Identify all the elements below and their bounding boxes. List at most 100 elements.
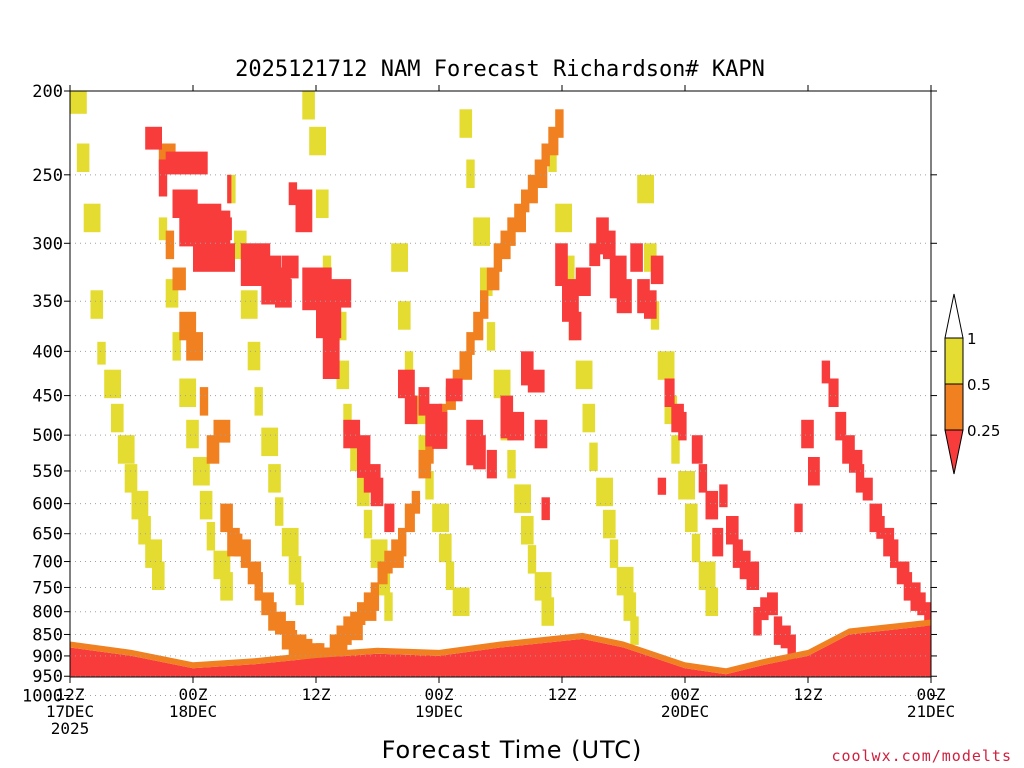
ri-cell-orange bbox=[425, 435, 434, 464]
x-tick-label: 12Z bbox=[794, 685, 823, 704]
ri-cell-orange bbox=[493, 243, 503, 272]
ri-cell-yellow bbox=[104, 369, 121, 399]
ri-cell-yellow bbox=[425, 471, 434, 500]
ri-cell-yellow bbox=[439, 533, 452, 563]
ri-cell-orange bbox=[541, 143, 550, 167]
ri-cell-yellow bbox=[275, 497, 284, 526]
ri-cell-yellow bbox=[336, 360, 350, 390]
ri-cell-yellow bbox=[705, 587, 719, 616]
ri-cell-red bbox=[828, 378, 839, 407]
y-axis: 200 250 300 350 400 450 500 550 600 650 700 750 8008… bbox=[22, 82, 937, 707]
ri-cell-yellow bbox=[541, 597, 555, 626]
ri-cell-red bbox=[555, 243, 568, 286]
legend-label: 0.5 bbox=[967, 376, 991, 394]
ri-cell-orange bbox=[473, 311, 484, 341]
ri-cell-orange bbox=[234, 533, 243, 557]
ri-cell-red bbox=[794, 503, 803, 533]
y-tick-label: 450 bbox=[32, 387, 63, 407]
plot-cells bbox=[70, 91, 931, 685]
ri-cell-yellow bbox=[527, 545, 537, 574]
ri-cell-orange bbox=[172, 267, 186, 291]
y-tick-label: 700 bbox=[32, 553, 63, 573]
ri-cell-orange bbox=[165, 230, 175, 260]
ri-cell-yellow bbox=[671, 435, 680, 464]
y-tick-label: 900 bbox=[32, 647, 63, 667]
ri-cell-yellow bbox=[186, 419, 199, 449]
y-tick-label: 400 bbox=[32, 342, 63, 362]
ri-cell-yellow bbox=[124, 464, 138, 493]
ri-cell-yellow bbox=[97, 341, 106, 365]
ri-cell-orange bbox=[548, 126, 559, 156]
ri-cell-red bbox=[767, 592, 778, 616]
legend-swatch bbox=[944, 383, 964, 431]
ri-cell-red bbox=[473, 435, 486, 470]
ri-cell-yellow bbox=[288, 556, 302, 585]
ri-cell-red bbox=[917, 592, 926, 616]
ri-cell-orange bbox=[254, 572, 263, 601]
ri-cell-orange bbox=[357, 602, 366, 625]
ri-cell-red bbox=[281, 255, 299, 279]
ri-cell-red bbox=[616, 279, 632, 314]
ri-cell-red bbox=[575, 267, 591, 296]
ri-cell-orange bbox=[336, 625, 348, 654]
ri-cell-red bbox=[165, 151, 208, 175]
ri-cell-red bbox=[890, 539, 899, 568]
ri-cell-orange bbox=[521, 189, 530, 213]
x-tick-label: 00Z bbox=[425, 685, 454, 704]
ri-cell-orange bbox=[398, 527, 407, 557]
x-axis-label: Forecast Time (UTC) bbox=[382, 736, 643, 764]
ri-cell-red bbox=[534, 419, 548, 449]
ri-cell-yellow bbox=[575, 360, 593, 390]
ri-cell-red bbox=[213, 210, 231, 268]
ri-cell-red bbox=[910, 582, 921, 611]
ri-cell-yellow bbox=[199, 490, 213, 520]
ri-cell-orange bbox=[534, 159, 548, 188]
ri-cell-red bbox=[903, 572, 913, 601]
ri-cell-yellow bbox=[370, 539, 388, 568]
ri-cell-red bbox=[855, 464, 865, 493]
x-tick-label: 18DEC bbox=[169, 702, 217, 721]
ri-cell-red bbox=[780, 625, 791, 649]
ri-cell-red bbox=[432, 411, 448, 449]
ri-cell-orange bbox=[507, 217, 516, 246]
ri-cell-yellow bbox=[507, 449, 516, 479]
ri-cell-red bbox=[275, 279, 292, 308]
ri-cell-yellow bbox=[193, 457, 210, 486]
ri-cell-yellow bbox=[206, 522, 216, 551]
ri-cell-red bbox=[370, 477, 384, 507]
ri-cell-orange bbox=[329, 634, 339, 663]
ri-cell-yellow bbox=[117, 435, 135, 464]
x-tick-label: 12Z bbox=[302, 685, 331, 704]
ri-cell-yellow bbox=[240, 290, 258, 319]
legend-swatch bbox=[944, 337, 964, 385]
ri-cell-yellow bbox=[70, 91, 87, 114]
ri-cell-red bbox=[876, 516, 885, 539]
ri-cell-yellow bbox=[493, 369, 511, 399]
ground-area bbox=[70, 677, 931, 685]
ri-cell-orange bbox=[343, 616, 352, 645]
ri-cell-red bbox=[527, 369, 545, 393]
ri-cell-red bbox=[404, 395, 418, 425]
ri-cell-red bbox=[746, 561, 760, 590]
ri-cell-yellow bbox=[398, 301, 411, 330]
ri-cell-yellow bbox=[609, 539, 619, 568]
ri-cell-yellow bbox=[657, 351, 675, 380]
ri-cell-yellow bbox=[268, 464, 281, 493]
ri-cell-red bbox=[568, 311, 582, 341]
ri-cell-yellow bbox=[616, 566, 634, 596]
ri-cell-red bbox=[486, 449, 497, 479]
ri-cell-yellow bbox=[316, 189, 329, 218]
ri-cell-red bbox=[322, 322, 340, 379]
x-tick-label: 20DEC bbox=[661, 702, 709, 721]
ri-cell-red bbox=[295, 189, 313, 233]
ri-cell-red bbox=[158, 159, 168, 197]
ri-cell-yellow bbox=[295, 582, 304, 606]
ri-cell-red bbox=[678, 411, 687, 441]
ri-cell-orange bbox=[240, 539, 251, 568]
ri-cell-yellow bbox=[589, 442, 598, 472]
ri-cell-red bbox=[227, 174, 232, 204]
credit-text: coolwx.com/modelts bbox=[831, 747, 1012, 765]
ri-cell-yellow bbox=[486, 322, 496, 351]
ri-cell-yellow bbox=[432, 503, 449, 533]
ri-cell-red bbox=[698, 464, 708, 493]
